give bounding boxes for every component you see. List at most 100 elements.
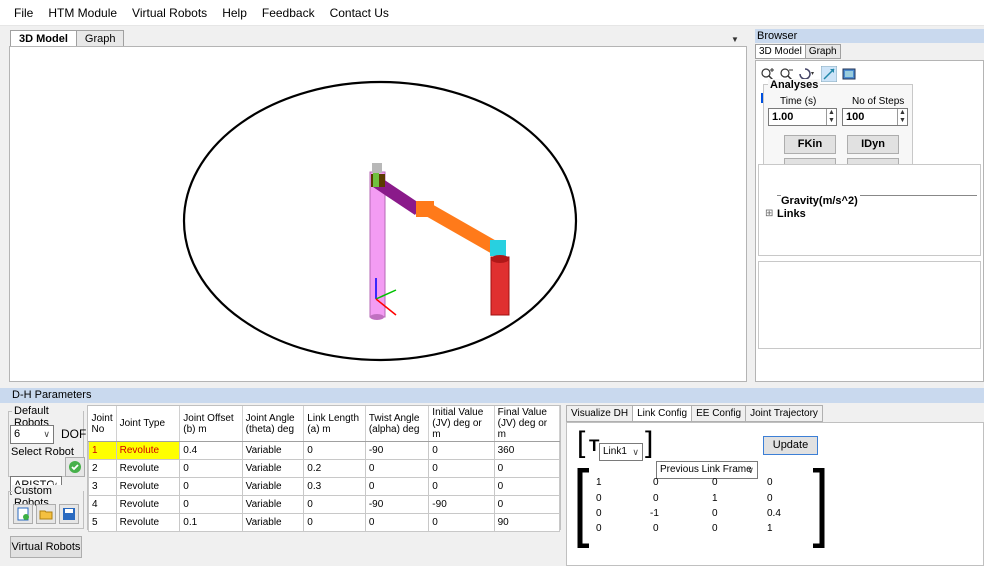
table-cell[interactable]: 0 bbox=[179, 459, 243, 478]
table-cell[interactable]: 0 bbox=[428, 441, 495, 460]
tab-visualize-dh[interactable]: Visualize DH bbox=[566, 405, 634, 422]
screenshot-icon[interactable] bbox=[842, 67, 856, 81]
table-cell[interactable]: Variable bbox=[241, 441, 305, 460]
table-cell[interactable]: Variable bbox=[241, 495, 305, 514]
frame-select[interactable]: Previous Link Frame ∨ bbox=[656, 461, 758, 479]
table-cell[interactable]: 0.3 bbox=[303, 477, 366, 496]
tree-connector bbox=[777, 195, 977, 196]
table-cell[interactable]: 0 bbox=[303, 495, 366, 514]
table-cell[interactable]: 4 bbox=[88, 495, 117, 514]
table-cell[interactable]: Variable bbox=[241, 477, 305, 496]
table-cell[interactable]: 0 bbox=[428, 513, 495, 532]
steps-input[interactable]: 100 ▲ ▼ bbox=[842, 108, 908, 126]
table-cell[interactable]: Revolute bbox=[115, 459, 181, 478]
3d-viewport[interactable] bbox=[9, 46, 747, 382]
table-cell[interactable]: 0.2 bbox=[303, 459, 366, 478]
pan-icon[interactable] bbox=[821, 66, 837, 82]
expand-icon[interactable]: ⊞ bbox=[765, 208, 774, 219]
table-cell[interactable]: 360 bbox=[493, 441, 561, 460]
browser-tabs: 3D Model Graph bbox=[755, 44, 841, 59]
table-cell[interactable]: 0 bbox=[179, 495, 243, 514]
new-robot-button[interactable] bbox=[13, 504, 33, 524]
tab-link-config[interactable]: Link Config bbox=[632, 405, 693, 422]
update-button[interactable]: Update bbox=[763, 436, 818, 455]
table-cell[interactable]: 3 bbox=[88, 477, 117, 496]
menu-bar: File HTM Module Virtual Robots Help Feed… bbox=[0, 0, 984, 26]
table-cell[interactable]: 0 bbox=[303, 513, 366, 532]
matrix-cell: 0 bbox=[653, 523, 659, 534]
rotate-view-icon[interactable] bbox=[798, 67, 816, 81]
idyn-button[interactable]: IDyn bbox=[847, 135, 899, 154]
tab-ee-config[interactable]: EE Config bbox=[691, 405, 747, 422]
table-cell[interactable]: 0 bbox=[428, 477, 495, 496]
menu-help[interactable]: Help bbox=[222, 5, 247, 20]
tree-links[interactable]: Links bbox=[777, 208, 806, 220]
table-cell[interactable]: 0.1 bbox=[179, 513, 243, 532]
menu-file[interactable]: File bbox=[14, 5, 34, 20]
confirm-robot-button[interactable] bbox=[65, 457, 85, 477]
menu-htm-module[interactable]: HTM Module bbox=[48, 5, 118, 20]
dof-select[interactable]: 6 ∨ bbox=[10, 425, 54, 444]
view-dropdown-icon[interactable]: ▼ bbox=[731, 35, 739, 44]
table-cell[interactable]: -90 bbox=[364, 441, 430, 460]
dh-table: Joint No Joint Type Joint Offset (b) m Joi… bbox=[88, 406, 561, 532]
table-cell[interactable]: -90 bbox=[428, 495, 495, 514]
tab-3d-model[interactable]: 3D Model bbox=[10, 30, 77, 47]
config-tabs: Visualize DH Link Config EE Config Joint… bbox=[566, 405, 823, 422]
table-cell[interactable]: 0 bbox=[493, 459, 561, 478]
table-cell[interactable]: Revolute bbox=[115, 477, 181, 496]
browser-tab-3d-model[interactable]: 3D Model bbox=[755, 44, 806, 59]
table-cell[interactable]: -90 bbox=[364, 495, 430, 514]
menu-feedback[interactable]: Feedback bbox=[261, 5, 315, 20]
table-cell[interactable]: 0 bbox=[493, 495, 561, 514]
tab-graph[interactable]: Graph bbox=[75, 30, 125, 47]
table-cell[interactable]: 5 bbox=[88, 513, 117, 532]
time-input[interactable]: 1.00 ▲ ▼ bbox=[768, 108, 837, 126]
tab-joint-trajectory[interactable]: Joint Trajectory bbox=[745, 405, 823, 422]
matrix-cell: 0 bbox=[653, 493, 659, 504]
browser-tab-graph[interactable]: Graph bbox=[804, 44, 841, 59]
table-cell[interactable]: Revolute bbox=[115, 513, 181, 532]
analyses-title: Analyses bbox=[768, 79, 821, 91]
table-cell[interactable]: 0 bbox=[428, 459, 495, 478]
select-robot-label: Select Robot bbox=[11, 446, 74, 458]
col-initial-value: Initial Value (JV) deg or m bbox=[428, 406, 495, 442]
open-robot-button[interactable] bbox=[36, 504, 56, 524]
joint1-cap bbox=[372, 163, 382, 173]
menu-virtual-robots[interactable]: Virtual Robots bbox=[132, 5, 208, 20]
time-spinner-icon[interactable]: ▲ ▼ bbox=[826, 109, 836, 125]
end-effector bbox=[490, 256, 510, 316]
table-cell[interactable]: 0 bbox=[364, 459, 430, 478]
table-cell[interactable]: 0 bbox=[364, 477, 430, 496]
table-cell[interactable]: 0 bbox=[303, 441, 366, 460]
virtual-robots-button[interactable]: Virtual Robots bbox=[10, 536, 82, 558]
matrix-cell: 0 bbox=[767, 493, 773, 504]
steps-spinner-icon[interactable]: ▲ ▼ bbox=[897, 109, 907, 125]
save-robot-button[interactable] bbox=[59, 504, 79, 524]
col-joint-offset: Joint Offset (b) m bbox=[179, 406, 243, 442]
table-cell[interactable]: Revolute bbox=[115, 441, 181, 460]
fkin-button[interactable]: FKin bbox=[784, 135, 836, 154]
matrix-cell: 0 bbox=[712, 508, 718, 519]
table-cell[interactable]: Variable bbox=[241, 513, 305, 532]
table-cell[interactable]: 0 bbox=[179, 477, 243, 496]
table-cell[interactable]: 2 bbox=[88, 459, 117, 478]
custom-robots-group: Custom Robots bbox=[8, 485, 84, 529]
tree-gravity[interactable]: Gravity(m/s^2) bbox=[781, 195, 860, 207]
table-cell[interactable]: 90 bbox=[493, 513, 561, 532]
table-cell[interactable]: 1 bbox=[88, 441, 117, 460]
x-axis bbox=[375, 298, 397, 316]
new-file-icon bbox=[17, 507, 29, 521]
link-select[interactable]: Link1 ∨ bbox=[599, 443, 643, 461]
t-close-bracket: ] bbox=[645, 426, 654, 459]
table-cell[interactable]: Revolute bbox=[115, 495, 181, 514]
browser-panel: Browser 3D Model Graph Analyses Time (s)… bbox=[755, 29, 984, 382]
workspace-ellipse bbox=[182, 80, 578, 362]
main-tabs: 3D Model Graph bbox=[10, 30, 125, 47]
table-cell[interactable]: 0 bbox=[364, 513, 430, 532]
table-cell[interactable]: 0.4 bbox=[179, 441, 243, 460]
table-cell[interactable]: Variable bbox=[241, 459, 305, 478]
menu-contact-us[interactable]: Contact Us bbox=[329, 5, 389, 20]
table-cell[interactable]: 0 bbox=[493, 477, 561, 496]
table-row: 4 Revolute 0 Variable 0 -90 -90 0 bbox=[88, 495, 561, 514]
